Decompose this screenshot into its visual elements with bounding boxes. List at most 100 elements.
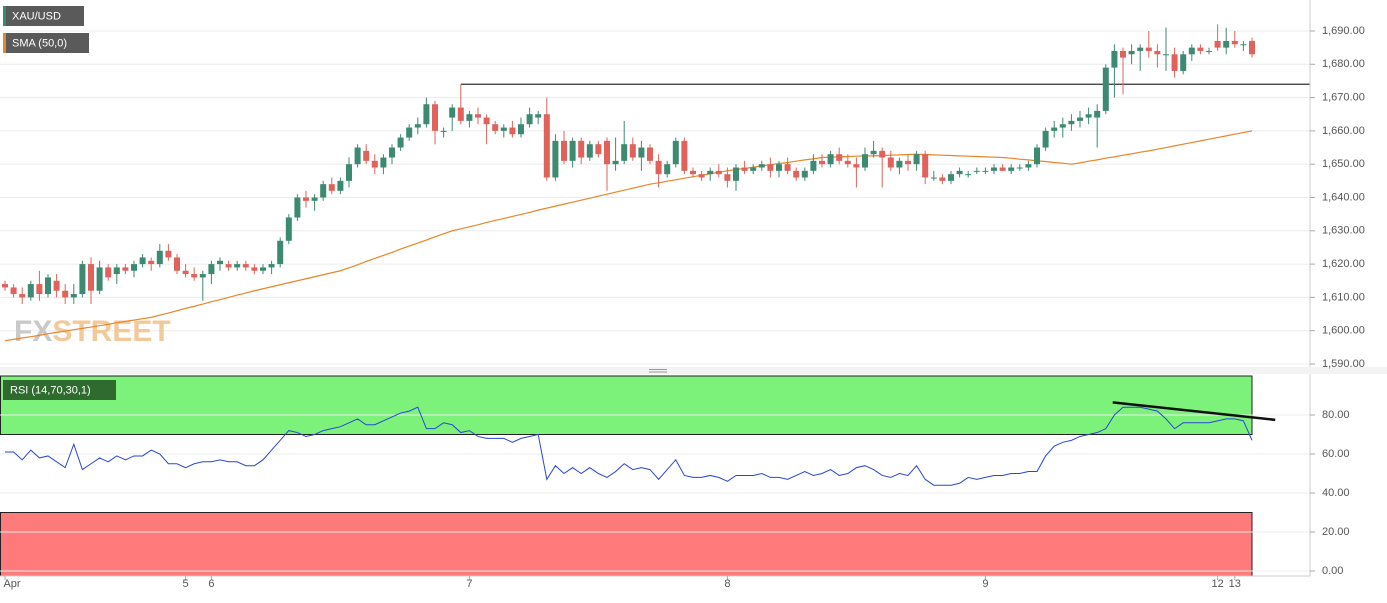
- candle-body: [844, 160, 851, 165]
- candle-body: [1154, 50, 1161, 55]
- logo-part: STREET: [52, 315, 170, 348]
- candle-body: [27, 284, 34, 298]
- candle-body: [1059, 124, 1066, 128]
- y-tick-label: 1,670.00: [1322, 91, 1365, 103]
- candle-body: [1008, 167, 1015, 171]
- candle-body: [552, 140, 559, 178]
- candle-body: [561, 140, 567, 161]
- candle-body: [793, 170, 800, 178]
- y-tick-label: 1,650.00: [1322, 158, 1365, 170]
- x-tick-label: 7: [466, 578, 472, 590]
- candle-body: [1214, 40, 1221, 48]
- candle-body: [466, 114, 473, 121]
- x-tick-label: 12: [1211, 578, 1223, 590]
- candle-body: [303, 197, 309, 201]
- candle-body: [578, 140, 585, 158]
- candle-body: [1197, 47, 1204, 51]
- rsi-trendline: [1112, 401, 1276, 422]
- legend-box[interactable]: [3, 33, 89, 53]
- candle-body: [62, 290, 69, 298]
- candle-body: [991, 167, 997, 171]
- candle-body: [767, 164, 774, 171]
- candle-body: [70, 294, 77, 298]
- candle-body: [543, 114, 550, 178]
- candle-body: [432, 104, 438, 131]
- logo-fx: FXSTREET: [14, 315, 171, 348]
- candle-body: [414, 124, 421, 128]
- candle-body: [1231, 40, 1238, 45]
- candle-body: [88, 264, 94, 291]
- x-tick-label: 8: [724, 578, 730, 590]
- candle-body: [182, 270, 189, 275]
- candle-body: [776, 164, 782, 171]
- y-tick-label: 1,660.00: [1322, 125, 1365, 137]
- candle-body: [741, 167, 748, 171]
- candle-body: [1145, 47, 1152, 51]
- candle-body: [371, 160, 378, 168]
- candle-body: [939, 177, 946, 181]
- y-tick-label: 80.00: [1322, 409, 1350, 421]
- candle-body: [621, 144, 628, 161]
- y-tick-label: 1,680.00: [1322, 58, 1365, 70]
- candle-body: [870, 150, 877, 155]
- candle-body: [922, 154, 929, 178]
- candle-body: [655, 160, 662, 175]
- legend-box[interactable]: [3, 380, 116, 400]
- candle-body: [53, 280, 60, 291]
- legend-swatch: [3, 33, 6, 53]
- candle-body: [1068, 120, 1075, 125]
- candle-body: [1102, 67, 1109, 111]
- x-tick-label: 13: [1229, 578, 1241, 590]
- candle-body: [1249, 40, 1255, 55]
- candle-body: [569, 140, 576, 161]
- candle-body: [707, 170, 714, 175]
- candle-body: [328, 184, 335, 191]
- candle-body: [174, 257, 180, 271]
- candle-body: [638, 147, 645, 158]
- candle-body: [896, 160, 903, 168]
- candle-body: [10, 287, 17, 295]
- candle-body: [973, 170, 980, 172]
- candle-body: [862, 154, 868, 168]
- candle-body: [19, 294, 26, 298]
- candle-body: [1120, 50, 1126, 58]
- legend-swatch: [3, 6, 6, 26]
- panel-separator[interactable]: [0, 367, 1387, 374]
- y-tick-label: 1,610.00: [1322, 291, 1365, 303]
- candle-body: [268, 264, 275, 268]
- candle-body: [819, 160, 825, 165]
- candle-body: [612, 160, 619, 165]
- candle-body: [500, 127, 507, 131]
- candle-body: [879, 150, 886, 158]
- candle-body: [1188, 47, 1195, 55]
- candle-body: [715, 170, 722, 175]
- x-tick-label: Apr: [3, 578, 20, 590]
- candle-body: [698, 174, 705, 178]
- candle-body: [526, 114, 533, 125]
- rsi-line: [5, 406, 1253, 486]
- candle-body: [690, 170, 696, 175]
- candle-body: [913, 154, 920, 165]
- y-tick-label: 1,630.00: [1322, 225, 1365, 237]
- candle-body: [36, 284, 43, 295]
- legend-box[interactable]: [3, 6, 84, 26]
- candle-body: [1223, 40, 1230, 48]
- candle-body: [1025, 164, 1032, 168]
- candle-body: [853, 164, 860, 168]
- candle-body: [148, 260, 155, 265]
- candle-body: [492, 124, 499, 131]
- candle-body: [664, 164, 671, 175]
- candle-body: [1163, 54, 1169, 56]
- y-tick-label: 40.00: [1322, 487, 1350, 499]
- candle-body: [346, 164, 352, 181]
- candle-body: [320, 184, 327, 198]
- logo-part: FX: [14, 315, 52, 348]
- candle-body: [750, 167, 757, 171]
- candle-body: [836, 154, 843, 161]
- candle-body: [724, 174, 731, 181]
- overbought-zone: [0, 375, 1253, 435]
- candle-body: [96, 267, 103, 291]
- candle-body: [681, 140, 688, 171]
- candle-body: [509, 127, 516, 135]
